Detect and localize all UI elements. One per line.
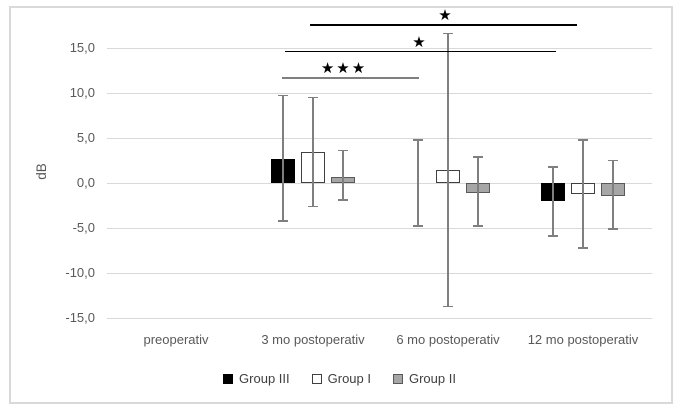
error-bar-group-iii-3-mo-postoperativ-cap-top [278,94,288,97]
y-tick--5-0: -5,0 [72,220,95,235]
error-bar-group-iii-6-mo-postoperativ-cap-top [413,139,423,141]
error-bar-group-iii-3-mo-postoperativ-stem [282,95,284,221]
error-bar-group-i-12-mo-postoperativ-cap-top [578,139,588,141]
legend-marker-group-i-icon [311,373,322,384]
y-tick-10-0: 10,0 [69,85,95,100]
y-tick--15-0: -15,0 [65,310,95,325]
gridline-10-0 [107,93,652,94]
gridline-15-0 [107,48,652,49]
error-bar-group-iii-6-mo-postoperativ-stem [417,139,419,227]
y-tick-5-0: 5,0 [76,130,95,145]
legend-item-group-ii: Group II [392,371,456,386]
gridline-0-0 [107,183,652,184]
error-bar-group-i-12-mo-postoperativ-cap-bottom [578,247,588,249]
error-bar-group-ii-6-mo-postoperativ-cap-bottom [473,225,483,227]
legend-item-group-iii: Group III [223,371,290,386]
x-axis-label-preoperativ: preoperativ [143,332,209,347]
legend-item-group-i: Group I [311,371,371,386]
legend-label-group-ii: Group II [408,371,456,386]
significance-bracket-1 [310,24,577,26]
error-bar-group-i-12-mo-postoperativ-stem [582,139,584,248]
error-bar-group-i-6-mo-postoperativ-cap-top [443,32,453,35]
legend: Group III Group I Group II [0,371,679,386]
significance-stars-3: ★★★ [320,60,368,77]
error-bar-group-iii-12-mo-postoperativ-cap-top [548,166,558,168]
error-bar-group-ii-12-mo-postoperativ-cap-top [608,159,618,162]
error-bar-group-ii-12-mo-postoperativ-cap-bottom [608,228,618,230]
significance-stars-1: ★ [438,7,454,24]
x-axis-label-3-mo-postoperativ: 3 mo postoperativ [261,332,365,347]
error-bar-group-iii-6-mo-postoperativ-cap-bottom [413,225,423,227]
legend-label-group-iii: Group III [239,371,290,386]
significance-stars-2: ★ [412,34,428,51]
error-bar-group-iii-3-mo-postoperativ-cap-bottom [278,220,288,222]
error-bar-group-i-3-mo-postoperativ-cap-bottom [308,205,318,208]
error-bar-group-i-6-mo-postoperativ-cap-bottom [443,305,453,308]
legend-marker-group-iii-icon [223,373,234,384]
error-bar-group-ii-6-mo-postoperativ-stem [477,156,479,227]
error-bar-group-ii-12-mo-postoperativ-stem [612,160,614,229]
error-bar-group-i-6-mo-postoperativ-stem [447,33,449,307]
error-bar-group-ii-6-mo-postoperativ-cap-top [473,156,483,158]
error-bar-group-iii-12-mo-postoperativ-stem [552,166,554,237]
legend-marker-group-ii-icon [392,373,403,384]
significance-bracket-2 [285,51,556,52]
y-tick--10-0: -10,0 [65,265,95,280]
legend-label-group-i: Group I [327,371,371,386]
error-bar-group-i-3-mo-postoperativ-stem [312,97,314,207]
x-axis-label-12-mo-postoperativ: 12 mo postoperativ [527,332,639,347]
gridline-5-0 [107,138,652,139]
gridline--5-0 [107,228,652,229]
error-bar-group-ii-3-mo-postoperativ-stem [342,150,344,201]
y-tick-0-0: 0,0 [76,175,95,190]
chart-frame [9,6,673,404]
significance-bracket-3 [282,77,419,79]
error-bar-group-ii-3-mo-postoperativ-cap-top [338,149,348,152]
gridline--15-0 [107,318,652,319]
error-bar-group-iii-12-mo-postoperativ-cap-bottom [548,235,558,237]
error-bar-group-i-3-mo-postoperativ-cap-top [308,96,318,99]
gridline--10-0 [107,273,652,274]
x-axis-label-6-mo-postoperativ: 6 mo postoperativ [396,332,500,347]
y-tick-15-0: 15,0 [69,40,95,55]
error-bar-group-ii-3-mo-postoperativ-cap-bottom [338,199,348,201]
